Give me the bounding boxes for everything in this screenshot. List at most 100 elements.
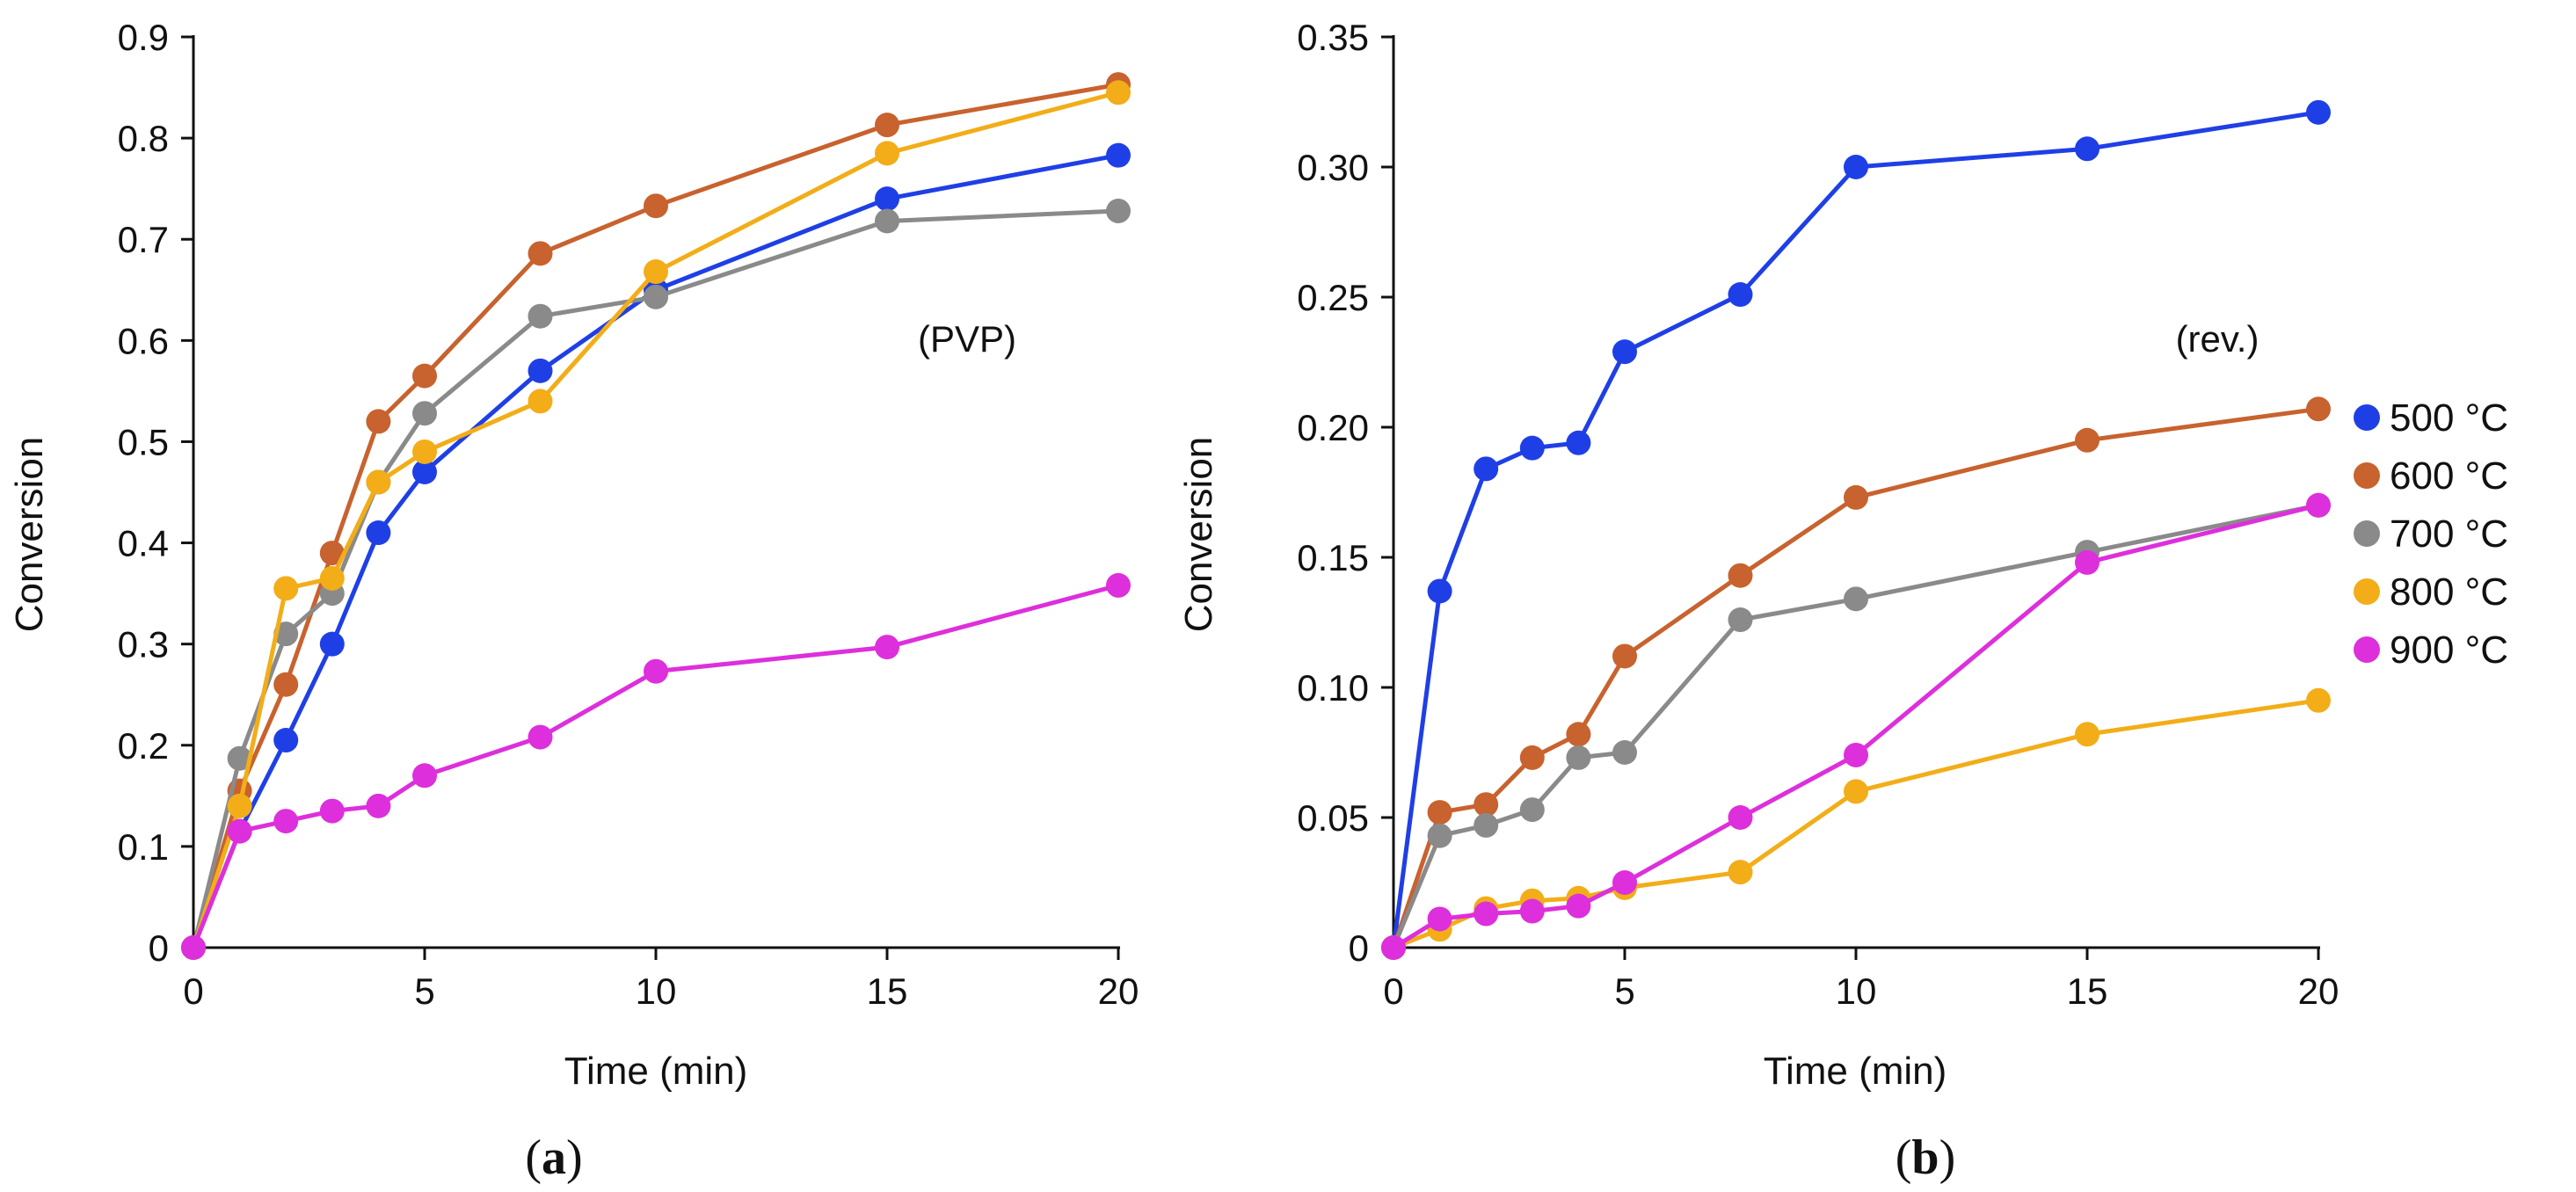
panel-a-y-tick-label: 0.8 — [118, 118, 169, 159]
panel-b-point-800 — [2306, 687, 2331, 713]
panel-b-point-700 — [1474, 812, 1499, 838]
panel-b-series-600 — [1381, 396, 2331, 960]
panel-b-point-700 — [1427, 823, 1452, 848]
legend-label-900: 900 °C — [2390, 629, 2508, 672]
panel-b-label-letter: b — [1911, 1130, 1939, 1185]
panel-b-line-900 — [1391, 503, 2321, 950]
panel-a-x-tick-label: 5 — [414, 970, 434, 1012]
panel-a-point-500 — [1106, 142, 1131, 168]
panel-b-y-axis-label: Conversion — [1177, 437, 1220, 633]
panel-a-point-500 — [273, 728, 299, 753]
panel-a-point-800 — [366, 469, 391, 495]
panel-b: 0 0.05 0.10 0.15 0.20 0.25 0.30 0.35 0 5 10 15 20 (r… — [1177, 17, 2339, 1185]
panel-b-y-tick-label: 0.35 — [1297, 17, 1369, 58]
legend-label-800: 800 °C — [2390, 571, 2508, 614]
panel-b-point-600 — [1728, 563, 1753, 588]
panel-a-point-900 — [366, 793, 391, 818]
panel-a-point-900 — [181, 935, 206, 960]
panel-b-point-900 — [1474, 901, 1499, 927]
panel-b-y-tick-label: 0.25 — [1297, 277, 1369, 318]
panel-a-point-900 — [412, 763, 437, 789]
panel-a-point-600 — [875, 113, 899, 138]
panel-a-point-600 — [412, 363, 437, 389]
panel-b-point-500 — [2075, 136, 2099, 162]
legend-label-700: 700 °C — [2390, 512, 2508, 556]
panel-b-y-tick-label: 0.30 — [1297, 147, 1369, 188]
panel-b-y-tick-label: 0.10 — [1297, 667, 1369, 709]
panel-a-y-tick-label: 0.3 — [118, 624, 169, 665]
panel-b-point-600 — [2075, 427, 2099, 453]
panel-a-label: (a) — [525, 1130, 582, 1185]
panel-a-x-tick-label: 20 — [1098, 970, 1139, 1012]
panel-b-series-700 — [1381, 492, 2331, 960]
panel-a-point-700 — [227, 745, 252, 771]
panel-b-point-500 — [1728, 282, 1753, 308]
panel-a-point-800 — [273, 576, 299, 601]
panel-b-point-500 — [2306, 99, 2331, 125]
panel-a-point-700 — [644, 284, 668, 309]
legend-item-700: 700 °C — [2354, 512, 2508, 556]
panel-b-point-900 — [2306, 492, 2331, 518]
panel-a-point-900 — [227, 818, 252, 844]
panel-b-point-800 — [1728, 860, 1753, 885]
panel-a-point-900 — [319, 798, 345, 824]
panel-a-y-axis-label: Conversion — [8, 437, 51, 633]
panel-b-x-tick-label: 0 — [1383, 970, 1403, 1012]
panel-a-y-tick-label: 0.4 — [118, 523, 169, 564]
panel-a-line-800 — [191, 90, 1121, 950]
legend-item-800: 800 °C — [2354, 571, 2508, 614]
panel-b-point-800 — [1844, 779, 1868, 804]
panel-b-point-500 — [1612, 339, 1637, 365]
legend-label-500: 500 °C — [2390, 396, 2508, 440]
panel-a-point-900 — [644, 658, 668, 684]
panel-a-y-tick-label: 0.7 — [118, 219, 169, 260]
panel-a-point-500 — [528, 358, 553, 383]
panel-a-label-open: ( — [525, 1130, 542, 1185]
legend-item-500: 500 °C — [2354, 396, 2508, 440]
panel-b-annotation: (rev.) — [2176, 318, 2259, 360]
panel-b-point-900 — [1566, 893, 1591, 919]
panel-b-point-600 — [2306, 396, 2331, 422]
legend: 500 °C 600 °C 700 °C 800 °C 900 °C — [2354, 396, 2508, 672]
panel-b-point-600 — [1519, 745, 1545, 770]
panel-b-x-tick-label: 15 — [2067, 970, 2108, 1012]
panel-b-line-700 — [1391, 503, 2321, 950]
panel-a-point-700 — [412, 401, 437, 426]
legend-marker-700 — [2354, 520, 2380, 547]
panel-b-point-700 — [1612, 740, 1637, 765]
panel-a-y-tick-label: 0.1 — [118, 826, 169, 868]
panel-b-point-500 — [1566, 430, 1591, 455]
panel-b-point-900 — [1728, 805, 1753, 830]
panel-a-point-900 — [273, 809, 299, 834]
legend-label-600: 600 °C — [2390, 454, 2508, 498]
panel-b-point-600 — [1612, 643, 1637, 669]
panel-a-point-600 — [644, 193, 668, 219]
panel-a-point-900 — [1106, 572, 1131, 598]
panel-b-point-900 — [1427, 906, 1452, 932]
panel-b-point-500 — [1474, 456, 1499, 482]
panel-a-point-700 — [528, 303, 553, 329]
panel-b-x-tick-label: 5 — [1614, 970, 1634, 1012]
panel-b-point-900 — [1519, 898, 1545, 924]
panel-a-y-tick-label: 0.6 — [118, 320, 169, 361]
panel-a-point-700 — [1106, 198, 1131, 223]
panel-b-point-600 — [1427, 800, 1452, 825]
panel-a-series-900 — [181, 572, 1131, 960]
panel-b-y-tick-label: 0.15 — [1297, 537, 1369, 578]
panel-b-axes: 0 0.05 0.10 0.15 0.20 0.25 0.30 0.35 0 5 10 15 20 — [1297, 17, 2339, 1012]
legend-item-600: 600 °C — [2354, 454, 2508, 498]
panel-b-label: (b) — [1896, 1130, 1955, 1185]
panel-b-series-900 — [1381, 492, 2331, 960]
panel-a-series-500 — [181, 142, 1131, 960]
panel-a-point-500 — [875, 186, 899, 212]
panel-a-point-500 — [366, 520, 391, 546]
panel-a-point-800 — [1106, 80, 1131, 105]
panel-a-x-tick-label: 10 — [636, 970, 677, 1012]
legend-marker-800 — [2354, 578, 2380, 605]
panel-a-line-900 — [191, 583, 1121, 950]
panel-b-point-600 — [1566, 722, 1591, 747]
panel-a-point-800 — [319, 565, 345, 591]
panel-a-point-600 — [273, 672, 299, 697]
panel-a-point-600 — [366, 409, 391, 434]
panel-b-point-800 — [2075, 722, 2099, 747]
